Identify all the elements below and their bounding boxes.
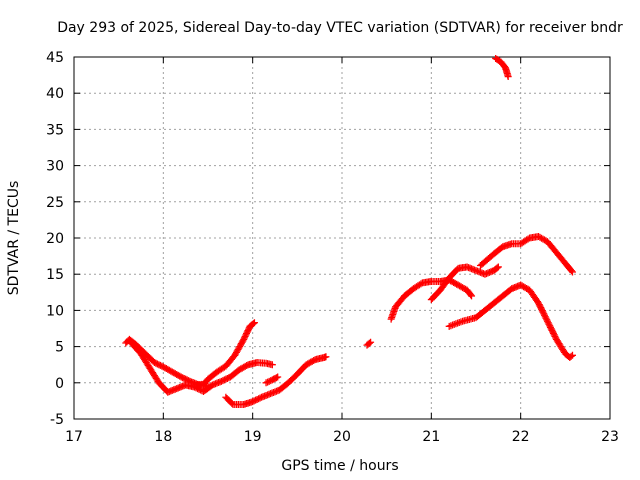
x-tick-label: 22 bbox=[512, 429, 530, 445]
data-point bbox=[544, 319, 552, 327]
data-point bbox=[536, 302, 544, 310]
y-tick-label: 40 bbox=[46, 86, 64, 102]
data-point bbox=[549, 328, 557, 336]
data-point bbox=[549, 329, 557, 337]
data-point bbox=[535, 301, 543, 309]
x-tick-labels: 17 18 19 20 21 22 23 bbox=[65, 429, 619, 445]
data-point bbox=[547, 325, 555, 333]
y-tick-label: 20 bbox=[46, 231, 64, 247]
x-tick-label: 20 bbox=[333, 429, 351, 445]
y-tick-label: 15 bbox=[46, 267, 64, 283]
x-tick-label: 23 bbox=[601, 429, 619, 445]
data-point bbox=[568, 268, 576, 276]
x-tick-label: 21 bbox=[422, 429, 440, 445]
data-point bbox=[567, 352, 575, 360]
data-point bbox=[467, 291, 475, 299]
data-point bbox=[551, 332, 559, 340]
data-point bbox=[322, 353, 330, 361]
data-point bbox=[538, 307, 546, 315]
y-tick-labels: -5 0 5 10 15 20 25 30 35 40 45 bbox=[46, 50, 64, 428]
y-tick-label: 5 bbox=[55, 340, 64, 356]
data-points-layer bbox=[122, 54, 576, 409]
y-tick-label: 35 bbox=[46, 122, 64, 138]
data-point bbox=[550, 331, 558, 339]
x-tick-label: 18 bbox=[154, 429, 172, 445]
data-point bbox=[539, 308, 547, 316]
data-point bbox=[537, 304, 545, 312]
data-point bbox=[272, 374, 280, 382]
data-point bbox=[568, 351, 576, 359]
grid-layer bbox=[74, 57, 610, 419]
data-point bbox=[567, 267, 575, 275]
data-series-track-5 bbox=[262, 373, 282, 387]
x-axis-label: GPS time / hours bbox=[281, 458, 398, 474]
y-tick-label: 10 bbox=[46, 303, 64, 319]
data-point bbox=[546, 322, 554, 330]
data-point bbox=[265, 377, 273, 385]
data-series-track-10 bbox=[445, 281, 576, 361]
data-point bbox=[262, 379, 270, 387]
data-series-track-6 bbox=[363, 338, 375, 349]
x-tick-label: 19 bbox=[244, 429, 262, 445]
data-point bbox=[545, 320, 553, 328]
data-point bbox=[494, 263, 502, 271]
data-point bbox=[535, 299, 543, 307]
data-series-track-3 bbox=[191, 319, 258, 389]
y-axis-label: SDTVAR / TECUs bbox=[6, 181, 22, 296]
data-point bbox=[540, 310, 548, 318]
data-point bbox=[264, 378, 272, 386]
y-tick-label: 0 bbox=[55, 376, 64, 392]
data-series-track-8 bbox=[427, 263, 502, 304]
data-point bbox=[468, 292, 476, 300]
data-point bbox=[493, 264, 501, 272]
y-tick-label: -5 bbox=[50, 412, 64, 428]
data-series-track-7 bbox=[387, 276, 476, 323]
data-point bbox=[540, 311, 548, 319]
data-point bbox=[546, 323, 554, 331]
data-point bbox=[365, 339, 373, 347]
x-tick-label: 17 bbox=[65, 429, 83, 445]
data-series-track-2 bbox=[125, 337, 276, 396]
data-point bbox=[504, 73, 512, 81]
data-point bbox=[250, 319, 258, 327]
data-point bbox=[543, 317, 551, 325]
data-point bbox=[541, 313, 549, 321]
data-point bbox=[543, 316, 551, 324]
data-point bbox=[548, 326, 556, 334]
data-point bbox=[268, 361, 276, 369]
data-point bbox=[367, 338, 375, 346]
data-point bbox=[538, 305, 546, 313]
chart-title: Day 293 of 2025, Sidereal Day-to-day VTE… bbox=[57, 20, 623, 36]
data-point bbox=[274, 373, 282, 381]
data-series-track-4 bbox=[222, 353, 330, 409]
ticks-layer bbox=[73, 56, 611, 420]
data-point bbox=[542, 314, 550, 322]
y-tick-label: 30 bbox=[46, 159, 64, 175]
data-series-track-9 bbox=[476, 233, 576, 276]
data-series-track-11 bbox=[492, 54, 512, 81]
y-tick-label: 45 bbox=[46, 50, 64, 66]
y-tick-label: 25 bbox=[46, 195, 64, 211]
data-point bbox=[249, 320, 257, 328]
